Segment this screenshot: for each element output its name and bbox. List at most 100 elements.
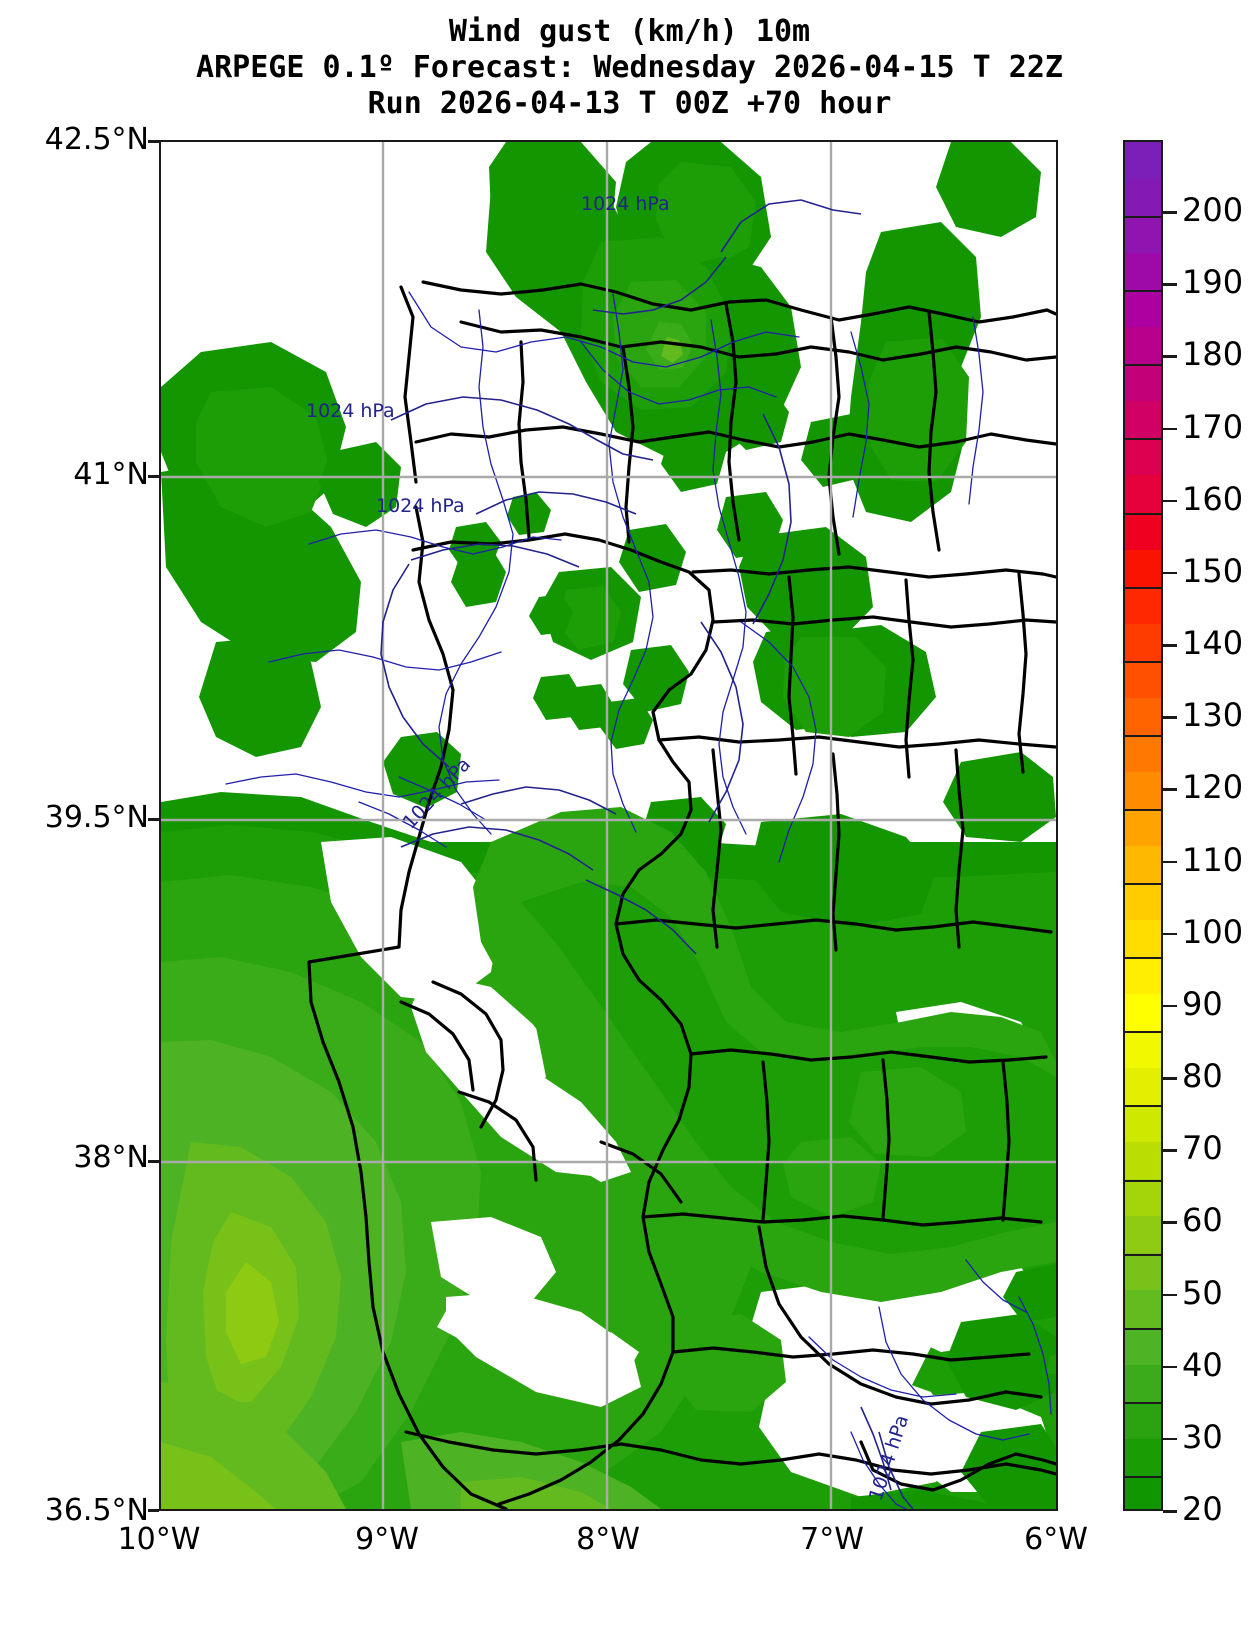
colorbar-tick-label: 80 (1182, 1057, 1223, 1096)
colorbar-segment (1125, 512, 1161, 550)
colorbar-tick-label: 30 (1182, 1417, 1223, 1456)
colorbar-tick (1163, 1149, 1177, 1152)
colorbar-segment (1125, 1475, 1161, 1509)
ytick-mark-1 (148, 475, 159, 478)
colorbar-tick-label: 170 (1182, 407, 1244, 446)
colorbar-segment (1125, 1253, 1161, 1291)
colorbar-segment (1125, 364, 1161, 402)
coastline-border-layer (307, 280, 1056, 1509)
colorbar-tick-label: 110 (1182, 840, 1244, 879)
colorbar-divider (1125, 734, 1161, 737)
colorbar-dividers (1125, 142, 1161, 1509)
colorbar-tick (1163, 1077, 1177, 1080)
colorbar-tick-label: 120 (1182, 768, 1244, 807)
colorbar-tick-label: 130 (1182, 696, 1244, 735)
xtick-label-2: 8°W (576, 1522, 640, 1557)
colorbar-tick-label: 100 (1182, 912, 1244, 951)
colorbar-tick (1163, 860, 1177, 864)
colorbar-tick (1163, 211, 1177, 214)
chart-subtitle-forecast: ARPEGE 0.1º Forecast: Wednesday 2026-04-… (196, 50, 1063, 85)
colorbar-tick-label: 200 (1182, 191, 1244, 230)
ytick-label-1: 41°N (73, 457, 149, 492)
colorbar-segment (1125, 1364, 1161, 1402)
colorbar-segment (1125, 994, 1161, 1032)
colorbar-tick (1163, 1004, 1177, 1008)
chart-title-block: Wind gust (km/h) 10m ARPEGE 0.1º Forecas… (0, 14, 1259, 122)
north-patches (161, 142, 1056, 927)
chart-subtitle-run: Run 2026-04-13 T 00Z +70 hour (367, 86, 892, 121)
colorbar-tick (1163, 571, 1177, 575)
colorbar-tick (1163, 355, 1177, 358)
ytick-label-2: 39.5°N (44, 800, 149, 835)
colorbar-tick-label: 70 (1182, 1129, 1223, 1168)
colorbar-segment (1125, 1290, 1161, 1328)
colorbar-tick (1163, 788, 1177, 791)
colorbar-tick (1163, 1365, 1177, 1369)
colorbar-divider (1125, 1401, 1161, 1404)
colorbar-segment (1125, 808, 1161, 846)
colorbar-tick (1163, 716, 1177, 719)
contour-label-2: 1024 hPa (376, 495, 465, 517)
colorbar-segment (1125, 327, 1161, 365)
colorbar-segment (1125, 253, 1161, 291)
colorbar-tick (1163, 1221, 1177, 1224)
colorbar-segment (1125, 1327, 1161, 1365)
colorbar-tick-label: 160 (1182, 479, 1244, 518)
colorbar-segment (1125, 1142, 1161, 1180)
colorbar-divider (1125, 1179, 1161, 1182)
ytick-mark-3 (148, 1160, 159, 1163)
colorbar-segment (1125, 919, 1161, 958)
colorbar-segment (1125, 845, 1161, 883)
colorbar-segment (1125, 623, 1161, 661)
colorbar-divider (1125, 660, 1161, 663)
colorbar-segment (1125, 586, 1161, 624)
pressure-contour-layer (380, 199, 914, 1509)
colorbar-segment (1125, 216, 1161, 254)
colorbar-segment (1125, 179, 1161, 217)
band-sw-corner-50 (161, 1442, 276, 1509)
colorbar-tick (1163, 1437, 1177, 1441)
xtick-label-3: 7°W (800, 1522, 864, 1557)
colorbar-divider (1125, 512, 1161, 515)
colorbar-segment (1125, 660, 1161, 698)
colorbar-divider (1125, 1475, 1161, 1478)
colorbar-divider (1125, 438, 1161, 441)
band-55-60 (226, 1262, 279, 1364)
colorbar-tick-label: 50 (1182, 1273, 1223, 1312)
river-layer (225, 291, 1052, 1509)
colorbar-segment (1125, 438, 1161, 476)
colorbar-segment (1125, 401, 1161, 439)
chart-title: Wind gust (km/h) 10m (448, 14, 811, 49)
colorbar-divider (1125, 1327, 1161, 1330)
colorbar-divider (1125, 216, 1161, 219)
colorbar-segment (1125, 142, 1161, 180)
colorbar-tick-label: 150 (1182, 551, 1244, 590)
colorbar-segment (1125, 882, 1161, 920)
contour-label-0: 1024 hPa (581, 193, 670, 215)
colorbar-tick-label: 20 (1182, 1490, 1223, 1528)
ytick-label-4: 36.5°N (44, 1493, 149, 1528)
colorbar-divider (1125, 290, 1161, 293)
colorbar-segment (1125, 734, 1161, 772)
colorbar-segment (1125, 1438, 1161, 1476)
band-south-coast-45 (461, 1477, 611, 1509)
colorbar[interactable] (1123, 140, 1163, 1511)
colorbar-tick (1163, 499, 1177, 503)
map-plot-area[interactable]: 1024 hPa 1024 hPa 1024 hPa 1024 hPa 1024… (159, 140, 1058, 1511)
contour-label-1: 1024 hPa (306, 400, 395, 422)
colorbar-tick (1163, 283, 1177, 286)
colorbar-segment (1125, 957, 1161, 995)
ytick-mark-2 (148, 818, 159, 821)
xtick-label-1: 9°W (355, 1522, 419, 1557)
colorbar-segment (1125, 549, 1161, 587)
colorbar-divider (1125, 364, 1161, 367)
xtick-label-0: 10°W (117, 1522, 201, 1557)
colorbar-divider (1125, 1253, 1161, 1256)
colorbar-segment (1125, 697, 1161, 735)
colorbar-segment (1125, 475, 1161, 513)
wind-gust-contour-map: 1024 hPa 1024 hPa 1024 hPa 1024 hPa 1024… (161, 142, 1056, 1509)
ytick-mark-4 (148, 1509, 159, 1512)
colorbar-tick (1163, 427, 1177, 431)
colorbar-segment (1125, 1068, 1161, 1106)
